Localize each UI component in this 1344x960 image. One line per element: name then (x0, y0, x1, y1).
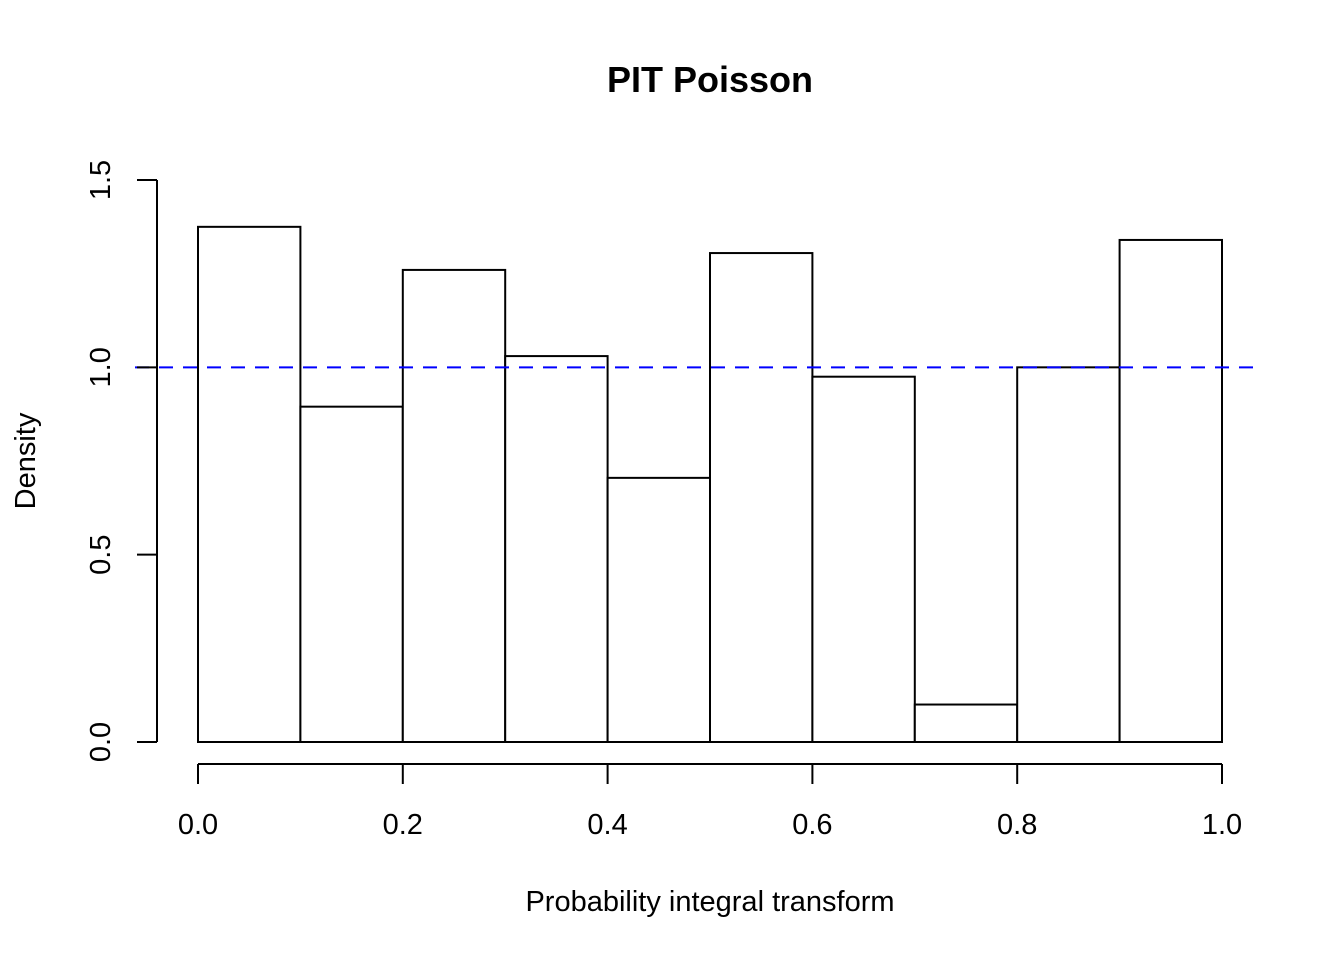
histogram-bar-4 (504, 355, 609, 743)
histogram-bar-1 (197, 225, 302, 744)
y-axis-label: Density (10, 412, 42, 509)
y-tick-label-0: 0.0 (85, 722, 117, 762)
histogram-bar-3 (401, 268, 507, 743)
x-tick-label-0: 0.0 (178, 809, 218, 841)
y-axis: 0.0 0.5 1.0 1.5 (85, 160, 158, 762)
histogram-bar-10 (1118, 238, 1223, 744)
x-tick-label-1: 0.2 (383, 809, 423, 841)
x-axis: 0.0 0.2 0.4 0.6 0.8 1.0 (178, 763, 1242, 841)
x-tick-label-2: 0.4 (587, 809, 627, 841)
histogram-bar-5 (606, 476, 711, 743)
histogram-bars (197, 225, 1223, 744)
y-tick-label-1: 0.5 (85, 535, 117, 575)
y-tick-label-2: 1.0 (85, 347, 117, 387)
x-tick-label-5: 1.0 (1202, 809, 1242, 841)
histogram-bar-8 (913, 703, 1019, 743)
x-axis-label: Probability integral transform (525, 886, 894, 918)
histogram-bar-2 (299, 405, 404, 743)
x-tick-label-3: 0.6 (792, 809, 832, 841)
histogram-bar-9 (1016, 366, 1121, 743)
x-tick-label-4: 0.8 (997, 809, 1037, 841)
histogram-bar-7 (811, 375, 916, 743)
chart-title: PIT Poisson (607, 59, 813, 100)
y-tick-label-3: 1.5 (85, 160, 117, 200)
histogram-bar-6 (709, 252, 814, 743)
